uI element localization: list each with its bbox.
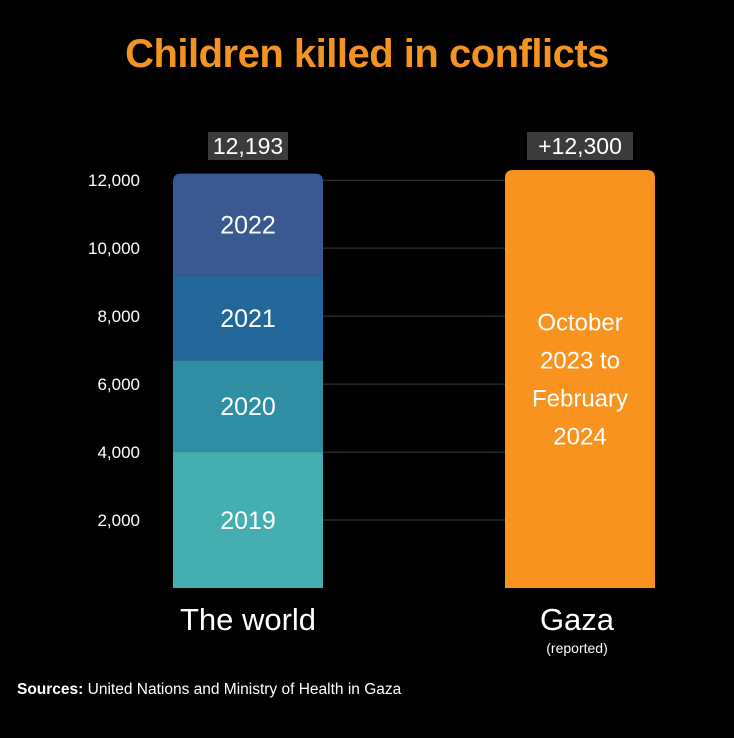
y-tick-label: 2,000 [97, 511, 140, 530]
segment-label: 2022 [220, 211, 276, 239]
bar-segment [173, 452, 323, 588]
bar-segment [505, 170, 655, 588]
segment-label: 2021 [220, 305, 276, 333]
segment-label: 2019 [220, 507, 276, 535]
y-tick-label: 10,000 [88, 239, 140, 258]
y-tick-label: 8,000 [97, 307, 140, 326]
segment-label: October 2023 to February 2024 [532, 310, 628, 451]
bar-segment [173, 360, 323, 453]
total-label: +12,300 [538, 133, 622, 159]
category-label: Gaza [540, 602, 615, 637]
bar-segment [173, 275, 323, 361]
total-badge [527, 132, 633, 160]
chart-title: Children killed in conflicts [125, 32, 609, 76]
bar-segment [173, 173, 323, 276]
total-badge [208, 132, 288, 160]
source-note: Sources: United Nations and Ministry of … [17, 681, 401, 699]
category-label: The world [180, 602, 316, 637]
segment-label: 2020 [220, 393, 276, 421]
y-tick-label: 6,000 [97, 375, 140, 394]
y-tick-label: 12,000 [88, 171, 140, 190]
source-text: United Nations and Ministry of Health in… [87, 681, 402, 698]
category-sublabel: (reported) [546, 640, 607, 656]
source-lead: Sources: [17, 681, 84, 698]
total-label: 12,193 [213, 133, 283, 159]
y-tick-label: 4,000 [97, 443, 140, 462]
